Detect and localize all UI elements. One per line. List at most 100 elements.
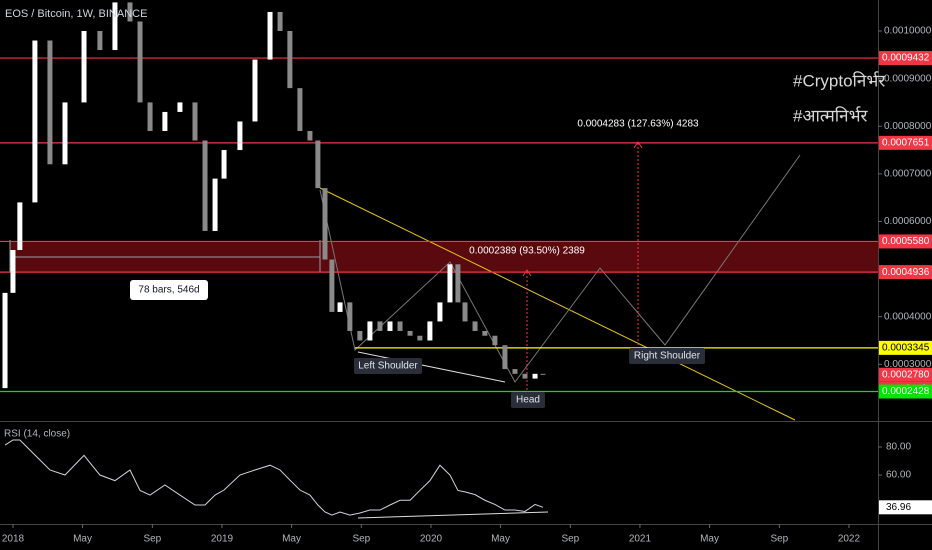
candle [347, 302, 353, 331]
candle [202, 140, 208, 231]
candle [427, 321, 433, 341]
arrow-head [522, 269, 532, 277]
rsi-divergence [357, 511, 549, 519]
rsi-value-box [879, 500, 932, 515]
pattern-label: Head [516, 395, 540, 406]
bars-range-label: 78 bars, 546d [138, 285, 199, 296]
candle [252, 59, 258, 122]
price-label: 0.0007651 [882, 137, 930, 148]
x-tick-label: Sep [561, 534, 579, 545]
pattern-path [319, 154, 801, 383]
candle [162, 111, 168, 131]
price-label: 0.0003345 [882, 343, 930, 354]
price-label: 0.0002780 [882, 369, 930, 380]
price-label-box [879, 265, 932, 280]
y-tick-label: 0.0003000 [884, 359, 932, 370]
candle [315, 140, 321, 189]
pattern-label: Right Shoulder [634, 351, 701, 362]
price-label-box [879, 367, 932, 382]
candle [437, 302, 443, 322]
candle [337, 302, 343, 312]
x-tick-label: 2018 [2, 534, 25, 545]
rsi-value-label: 36.96 [886, 502, 911, 513]
y-tick-label: 0.0009000 [884, 73, 932, 84]
candle [522, 373, 528, 379]
trend-line [319, 187, 796, 421]
arrow-head [633, 141, 643, 149]
y-tick-label: 0.0004000 [884, 311, 932, 322]
candle [47, 40, 53, 165]
candle [267, 11, 273, 60]
x-tick-label: May [700, 534, 719, 545]
candle [387, 321, 393, 331]
rsi-tick-label: 60.00 [886, 470, 911, 481]
rsi-title: RSI (14, close) [4, 429, 70, 440]
candle [17, 202, 23, 251]
candle [367, 321, 373, 341]
price-label-box [879, 135, 932, 150]
candle [307, 130, 313, 141]
y-tick-label: 0.0007000 [884, 168, 932, 179]
x-tick-label: 2021 [629, 534, 652, 545]
x-tick-label: Sep [352, 534, 370, 545]
y-tick-label: 0.0010000 [884, 26, 932, 37]
x-tick-label: 2020 [420, 534, 443, 545]
label-box [130, 280, 208, 300]
hashtag: #आत्मनिर्भर [793, 105, 869, 125]
candle [357, 330, 363, 341]
candle [482, 330, 488, 336]
candle [212, 178, 218, 231]
measure-label: 0.0002389 (93.50%) 2389 [469, 246, 585, 257]
price-label-box [879, 340, 932, 355]
candle [147, 102, 153, 131]
price-label: 0.0004936 [882, 267, 930, 278]
candle [62, 102, 68, 165]
price-label-box [879, 384, 932, 399]
candle [192, 102, 198, 141]
candle [297, 88, 303, 131]
rsi-line [4, 439, 544, 516]
candle [287, 30, 293, 89]
candle [322, 188, 328, 260]
candle [177, 102, 183, 112]
x-tick-label: May [73, 534, 92, 545]
candle [277, 11, 283, 31]
price-label: 0.0005580 [882, 236, 930, 247]
candle [112, 2, 118, 51]
y-tick-label: 0.0008000 [884, 121, 932, 132]
price-label-box [879, 234, 932, 249]
candle [455, 264, 461, 303]
price-label-box [879, 51, 932, 66]
price-label: 0.0002428 [882, 386, 930, 397]
y-tick-label: 0.0006000 [884, 216, 932, 227]
candle [377, 321, 383, 331]
candle [512, 369, 518, 374]
candle [329, 259, 335, 312]
pattern-label: Left Shoulder [358, 361, 418, 372]
x-tick-label: May [282, 534, 301, 545]
candle [417, 335, 423, 341]
candle [540, 373, 546, 375]
candle [137, 21, 143, 103]
x-tick-label: 2019 [211, 534, 234, 545]
candle [532, 373, 538, 379]
candle [127, 2, 133, 22]
candle [10, 250, 16, 293]
x-tick-label: Sep [770, 534, 788, 545]
candle [397, 321, 403, 331]
label-box [354, 358, 422, 374]
label-box [629, 348, 705, 364]
candle [81, 30, 87, 103]
candle [447, 264, 453, 303]
x-tick-label: Sep [143, 534, 161, 545]
x-tick-label: May [491, 534, 510, 545]
measure-label: 0.0004283 (127.63%) 4283 [577, 119, 699, 130]
hashtag: #Cryptoनिर्भर [793, 70, 886, 90]
candle [472, 321, 478, 331]
candle [32, 40, 38, 203]
candle [2, 292, 8, 389]
price-label: 0.0009432 [882, 53, 930, 64]
